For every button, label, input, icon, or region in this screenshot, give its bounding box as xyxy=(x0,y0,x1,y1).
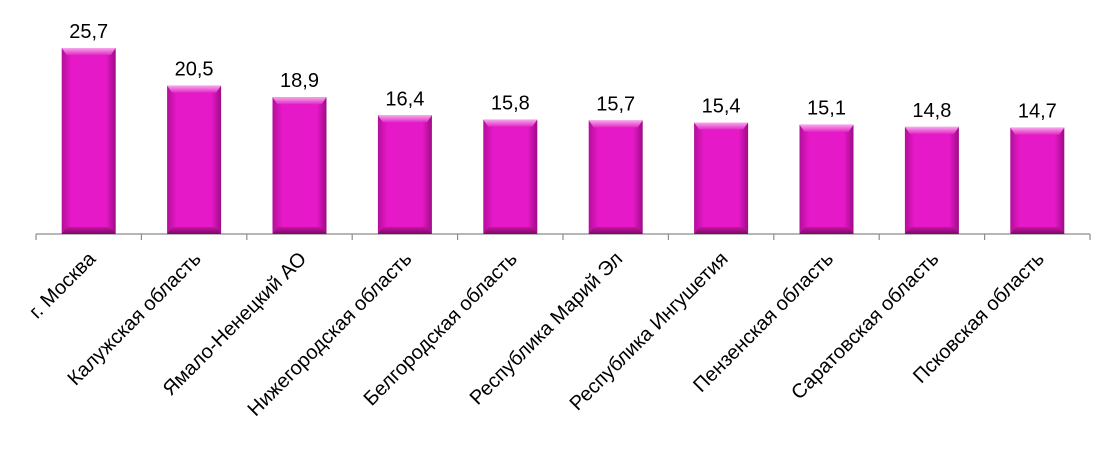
bar-bottom-bevel xyxy=(694,227,749,234)
bar xyxy=(799,124,854,234)
bar-value-label: 15,8 xyxy=(491,93,530,115)
bar-body xyxy=(483,119,538,234)
category-label: г. Москва xyxy=(25,247,101,323)
bar xyxy=(272,97,327,234)
x-axis xyxy=(35,233,1091,240)
bar-body xyxy=(1010,127,1065,234)
bar-value-label: 18,9 xyxy=(280,70,319,92)
bar-top-bevel xyxy=(799,124,854,132)
bar-body xyxy=(377,115,432,234)
bar xyxy=(1010,127,1065,234)
bar-bottom-bevel xyxy=(167,227,222,234)
bar-value-label: 14,8 xyxy=(912,100,951,122)
bar xyxy=(904,126,959,234)
bar-top-bevel xyxy=(694,122,749,130)
bar-bottom-bevel xyxy=(61,227,116,234)
bar-top-bevel xyxy=(1010,127,1065,135)
bar xyxy=(61,48,116,234)
bar-body xyxy=(588,120,643,234)
value-labels-group: 25,7 20,5 18,9 16,4 15,8 15,7 15,4 15,1 14,8 14,7 xyxy=(69,21,1057,123)
bar-value-label: 16,4 xyxy=(385,88,424,110)
bar-bottom-bevel xyxy=(799,227,854,234)
bar-bottom-bevel xyxy=(904,227,959,234)
bar-value-label: 14,7 xyxy=(1018,101,1057,123)
bar xyxy=(167,85,222,234)
bar-top-bevel xyxy=(167,85,222,93)
bar-bottom-bevel xyxy=(1010,227,1065,234)
bar-value-label: 15,4 xyxy=(702,96,741,118)
bar-value-label: 15,7 xyxy=(596,93,635,115)
bar-top-bevel xyxy=(904,126,959,134)
bar-bottom-bevel xyxy=(483,227,538,234)
bar xyxy=(694,122,749,234)
bars-group xyxy=(61,48,1065,234)
bar-body xyxy=(61,48,116,234)
bar-body xyxy=(272,97,327,234)
bar-value-label: 20,5 xyxy=(175,59,214,81)
bar xyxy=(483,119,538,234)
bar xyxy=(377,115,432,234)
bar xyxy=(588,120,643,234)
bar-body xyxy=(167,85,222,234)
bar-top-bevel xyxy=(272,97,327,105)
bar-top-bevel xyxy=(588,120,643,128)
bar-bottom-bevel xyxy=(377,227,432,234)
bar-value-label: 25,7 xyxy=(69,21,108,43)
bar-top-bevel xyxy=(61,48,116,55)
bar-top-bevel xyxy=(483,119,538,127)
bar-body xyxy=(904,126,959,234)
bar-bottom-bevel xyxy=(588,227,643,234)
bar-top-bevel xyxy=(377,115,432,123)
bar-body xyxy=(799,124,854,234)
bar-body xyxy=(694,122,749,234)
bar-value-label: 15,1 xyxy=(807,98,846,120)
bar-bottom-bevel xyxy=(272,227,327,234)
